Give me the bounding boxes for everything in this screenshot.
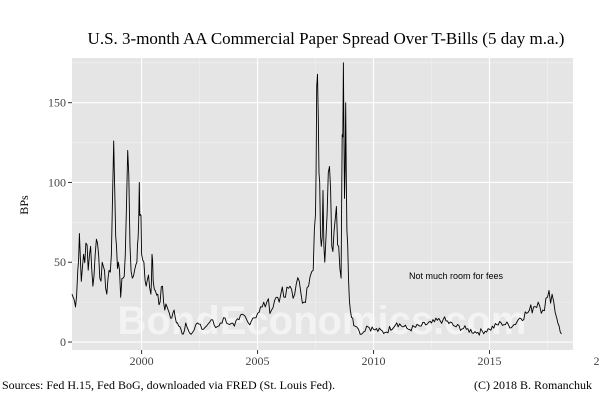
x-tick-label: 2000 [130, 354, 154, 368]
axes: 2000 2005 2010 2015 2020 0 50 100 150 [48, 96, 600, 368]
x-tick-label: 2015 [478, 354, 502, 368]
y-tick-label: 50 [54, 255, 66, 269]
y-axis-label: BPs [17, 195, 31, 215]
y-tick-label: 0 [60, 335, 66, 349]
y-tick-label: 100 [48, 175, 66, 189]
x-tick-label: 2020 [593, 354, 600, 368]
series-line [71, 62, 562, 336]
y-tick-label: 150 [48, 96, 66, 110]
annotation: Not much room for fees [409, 271, 504, 281]
grid [72, 58, 573, 350]
footer-copyright: (C) 2018 B. Romanchuk [474, 378, 592, 392]
x-tick-label: 2010 [362, 354, 386, 368]
footer-sources: Sources: Fed H.15, Fed BoG, downloaded v… [2, 378, 335, 392]
x-tick-label: 2005 [246, 354, 270, 368]
watermark: BondEconomics.com [118, 299, 527, 343]
series-layer [71, 62, 562, 336]
chart-title: U.S. 3-month AA Commercial Paper Spread … [88, 29, 565, 48]
